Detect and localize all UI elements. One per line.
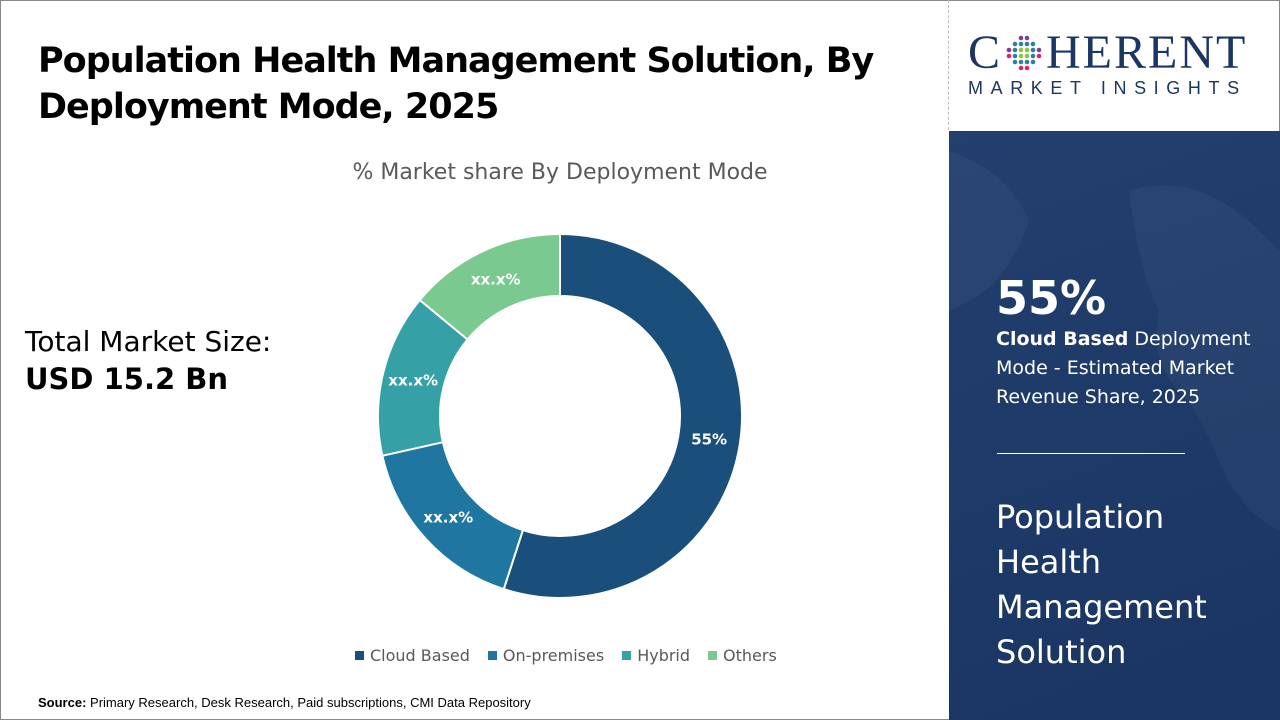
data-label: xx.x% xyxy=(388,372,438,390)
legend-swatch xyxy=(487,651,497,660)
legend-swatch xyxy=(622,651,632,660)
donut-chart: 55% xx.x% xx.x% xx.x% xyxy=(377,232,743,599)
highlight-text: Deployment Mode - Estimated Market Reven… xyxy=(996,328,1251,408)
data-label: xx.x% xyxy=(471,270,521,288)
highlight-value: 55% xyxy=(996,271,1107,325)
legend-item: On-premises xyxy=(487,646,605,665)
divider xyxy=(948,0,949,130)
legend-label: Cloud Based xyxy=(370,646,470,665)
source-label: Source: xyxy=(38,695,87,710)
legend-swatch xyxy=(708,651,718,660)
source-note: Source: Primary Research, Desk Research,… xyxy=(38,695,531,710)
highlight-panel: 55% Cloud Based Deployment Mode - Estima… xyxy=(949,131,1280,720)
legend-item: Others xyxy=(708,646,777,665)
legend-label: On-premises xyxy=(502,646,605,665)
legend-item: Hybrid xyxy=(622,646,690,665)
data-label: xx.x% xyxy=(423,509,473,527)
globe-icon xyxy=(1006,35,1042,71)
logo-wordmark: C HERENT xyxy=(968,26,1248,79)
legend-label: Hybrid xyxy=(637,646,691,665)
market-size-label: Total Market Size: xyxy=(25,325,272,358)
logo: C HERENT MARKET INSIGHTS xyxy=(968,26,1263,99)
legend-swatch xyxy=(355,651,364,660)
panel-divider xyxy=(997,453,1185,454)
chart-title: % Market share By Deployment Mode xyxy=(352,160,768,185)
page-title: Population Health Management Solution, B… xyxy=(38,41,874,127)
donut-slice-others xyxy=(418,232,561,341)
highlight-segment: Cloud Based xyxy=(996,328,1129,350)
chart-legend: Cloud Based On-premises Hybrid Others xyxy=(355,646,777,665)
map-background xyxy=(949,151,1280,531)
legend-item: Cloud Based xyxy=(355,646,470,665)
highlight-description: Cloud Based Deployment Mode - Estimated … xyxy=(996,325,1266,412)
logo-tagline: MARKET INSIGHTS xyxy=(968,78,1247,98)
donut-slice-cloud-based xyxy=(502,232,743,599)
source-text: Primary Research, Desk Research, Paid su… xyxy=(86,695,531,710)
data-label: 55% xyxy=(691,431,727,449)
legend-label: Others xyxy=(723,646,777,665)
market-name: Population Health Management Solution xyxy=(996,498,1207,671)
market-size-value: USD 15.2 Bn xyxy=(25,362,228,396)
